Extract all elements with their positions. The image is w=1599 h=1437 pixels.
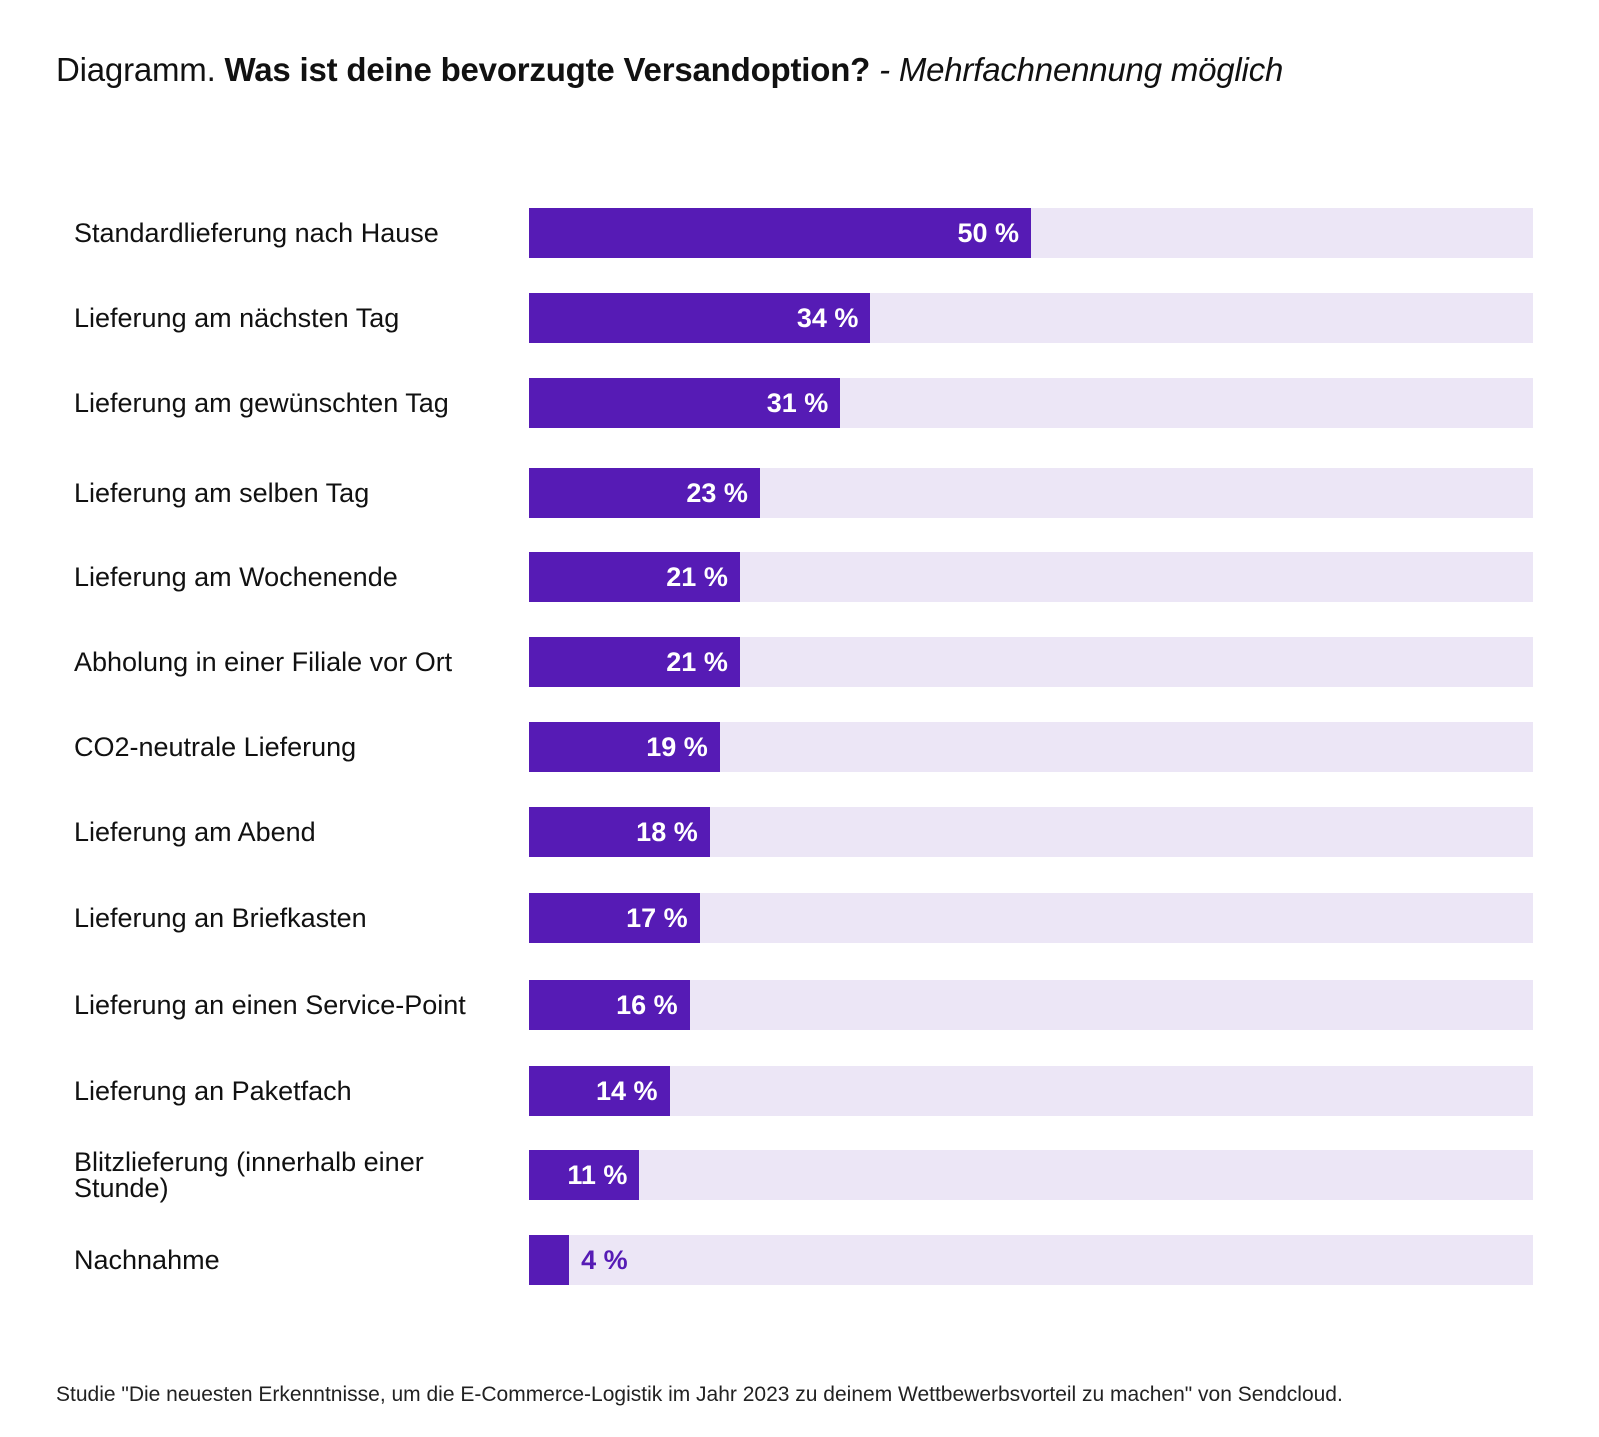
bar-track: 34 % — [529, 293, 1533, 343]
category-label: Nachnahme — [74, 1245, 220, 1275]
bar-track: 4 % — [529, 1235, 1533, 1285]
value-label: 50 % — [957, 218, 1019, 248]
bar — [529, 893, 700, 943]
value-label: 14 % — [596, 1076, 658, 1106]
bar-row: Abholung in einer Filiale vor Ort 21 % — [0, 637, 1599, 687]
category-label: Lieferung am Wochenende — [74, 562, 398, 592]
title-question: Was ist deine bevorzugte Versandoption? — [224, 51, 871, 88]
bar — [529, 637, 740, 687]
bar-row: Lieferung an Paketfach 14 % — [0, 1066, 1599, 1116]
value-label: 16 % — [616, 990, 678, 1020]
bar — [529, 722, 720, 772]
category-label: Lieferung am nächsten Tag — [74, 303, 400, 333]
bar — [529, 1150, 640, 1200]
bar-row: Lieferung am nächsten Tag 34 % — [0, 293, 1599, 343]
category-label: CO2-neutrale Lieferung — [74, 732, 357, 762]
bar — [529, 378, 841, 428]
bar-track: 14 % — [529, 1066, 1533, 1116]
chart-title: Diagramm. Was ist deine bevorzugte Versa… — [56, 50, 1283, 90]
bar-track: 19 % — [529, 722, 1533, 772]
category-label: Lieferung am gewünschten Tag — [74, 388, 449, 418]
bar-row: Lieferung am Wochenende 21 % — [0, 552, 1599, 602]
category-label: Standardlieferung nach Hause — [74, 218, 439, 248]
bar-track: 23 % — [529, 468, 1533, 518]
value-label: 18 % — [636, 817, 698, 847]
bar-track: 17 % — [529, 893, 1533, 943]
bar — [529, 1235, 570, 1285]
value-label: 21 % — [666, 647, 728, 677]
bar-track: 31 % — [529, 378, 1533, 428]
category-label: Lieferung am selben Tag — [74, 478, 370, 508]
bar-row: Lieferung am gewünschten Tag 31 % — [0, 378, 1599, 428]
bar — [529, 552, 740, 602]
value-label: 19 % — [646, 732, 708, 762]
bar-row: Blitzlieferung (innerhalb einer Stunde) 1… — [0, 1147, 1599, 1203]
value-label: 11 % — [567, 1160, 628, 1190]
bar-track: 21 % — [529, 637, 1533, 687]
category-label: Abholung in einer Filiale vor Ort — [74, 647, 453, 677]
bar — [529, 208, 1031, 258]
bar-track: 18 % — [529, 807, 1533, 857]
category-label: Lieferung am Abend — [74, 817, 316, 847]
category-label: Blitzlieferung (innerhalb einer Stunde) — [74, 1147, 424, 1203]
bar-track: 16 % — [529, 980, 1533, 1030]
value-label: 4 % — [581, 1245, 628, 1275]
category-label: Lieferung an Briefkasten — [74, 903, 367, 933]
category-label: Lieferung an Paketfach — [74, 1076, 352, 1106]
bar-track: 21 % — [529, 552, 1533, 602]
value-label: 34 % — [796, 303, 859, 333]
bar-track: 50 % — [529, 208, 1533, 258]
value-label: 31 % — [766, 388, 829, 418]
bar-track: 11 % — [529, 1150, 1533, 1200]
value-label: 21 % — [666, 562, 728, 592]
category-label: Lieferung an einen Service-Point — [74, 990, 466, 1020]
value-label: 17 % — [626, 903, 688, 933]
bar — [529, 807, 710, 857]
bar-row: Standardlieferung nach Hause 50 % — [0, 208, 1599, 258]
bar — [529, 980, 690, 1030]
bar-row: Lieferung am selben Tag 23 % — [0, 468, 1599, 518]
title-prefix: Diagramm. — [56, 51, 216, 88]
source-footnote: Studie "Die neuesten Erkenntnisse, um di… — [56, 1383, 1343, 1406]
bar — [529, 1066, 670, 1116]
bar-row: Lieferung am Abend 18 % — [0, 807, 1599, 857]
bar — [529, 468, 760, 518]
bar — [529, 293, 871, 343]
bar-row: CO2-neutrale Lieferung 19 % — [0, 722, 1599, 772]
bar-row: Lieferung an Briefkasten 17 % — [0, 893, 1599, 943]
title-suffix: - Mehrfachnennung möglich — [879, 51, 1284, 88]
value-label: 23 % — [686, 478, 748, 508]
bar-row: Nachnahme 4 % — [0, 1235, 1599, 1285]
bar-row: Lieferung an einen Service-Point 16 % — [0, 980, 1599, 1030]
